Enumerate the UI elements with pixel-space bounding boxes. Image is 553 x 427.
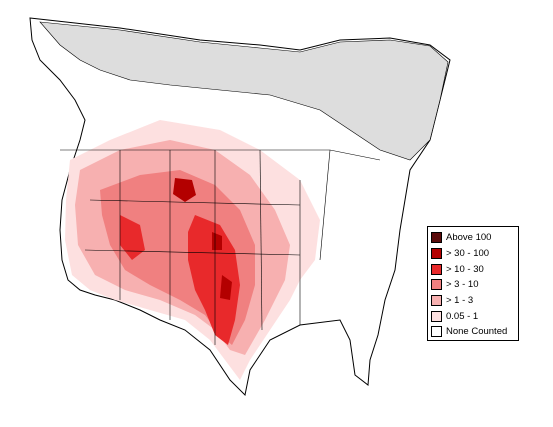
legend-label: > 3 - 10 xyxy=(446,279,479,291)
legend-item: > 30 - 100 xyxy=(431,246,515,262)
legend-label: > 30 - 100 xyxy=(446,248,490,260)
boundary-lines xyxy=(60,149,381,345)
legend-item: None Counted xyxy=(431,324,515,340)
legend-label: > 1 - 3 xyxy=(446,295,474,307)
legend-item: > 3 - 10 xyxy=(431,277,515,293)
legend-item: Above 100 xyxy=(431,230,515,246)
legend-item: > 1 - 3 xyxy=(431,293,515,309)
legend-swatch xyxy=(431,263,442,275)
abundance-very-high xyxy=(173,178,232,300)
legend-item: > 10 - 30 xyxy=(431,261,515,277)
legend-swatch xyxy=(431,279,442,291)
legend-label: Above 100 xyxy=(446,232,492,244)
legend-swatch xyxy=(431,295,442,307)
legend-item: 0.05 - 1 xyxy=(431,308,515,324)
legend-swatch xyxy=(431,248,442,260)
legend-swatch xyxy=(431,232,442,244)
abundance-high xyxy=(120,215,240,345)
legend-swatch xyxy=(431,326,442,338)
legend-label: None Counted xyxy=(446,326,508,338)
legend-label: > 10 - 30 xyxy=(446,263,484,275)
legend-swatch xyxy=(431,310,442,322)
legend-label: 0.05 - 1 xyxy=(446,310,479,322)
not-surveyed-region xyxy=(39,21,449,161)
map-legend: Above 100 > 30 - 100 > 10 - 30 > 3 - 10 … xyxy=(427,226,519,341)
